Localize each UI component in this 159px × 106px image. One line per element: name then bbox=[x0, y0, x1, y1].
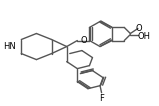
Text: HN: HN bbox=[3, 42, 16, 51]
Text: O: O bbox=[136, 24, 142, 33]
Text: O: O bbox=[81, 36, 87, 45]
Text: OH: OH bbox=[137, 32, 150, 41]
Text: F: F bbox=[99, 94, 104, 103]
